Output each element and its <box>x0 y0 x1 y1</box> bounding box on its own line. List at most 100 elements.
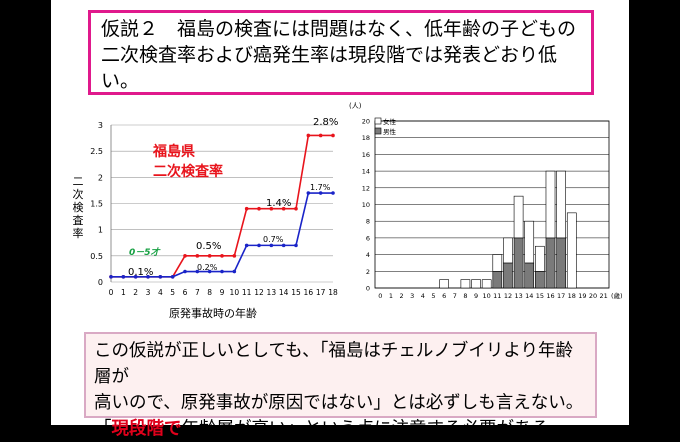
bar-chart-x-tick: 2 <box>400 292 404 300</box>
bar-female <box>460 279 471 289</box>
bar-male <box>503 262 513 289</box>
bar-male <box>492 271 503 289</box>
line-point <box>294 206 298 211</box>
bar-female <box>492 254 503 272</box>
note-line-1: この仮説が正しいとしても、「福島はチェルノブイリより年齢層が <box>94 341 573 387</box>
line-point <box>133 274 138 279</box>
line-chart-title-line2: 二次検査率 <box>153 163 223 180</box>
bar-chart-y-tick: 0 <box>366 285 370 293</box>
bar-chart-x-ticks: 0 1 2 3 4 5 6 7 8 9 10 11 12 13 14 15 16 17 18 19 20 21 (歳) <box>378 291 622 300</box>
line-point <box>257 206 261 211</box>
bar-female <box>471 279 481 289</box>
bar-female <box>545 170 556 239</box>
line-chart-x-ticks: 0 1 2 3 4 5 6 7 8 9 10 11 12 13 14 15 16 17 18 <box>109 288 338 297</box>
label-red-0-5: 0.5% <box>196 241 221 252</box>
line-chart-y-label-char: 二 <box>73 175 84 188</box>
line-chart-y-label-char: 検 <box>73 200 84 214</box>
bar-chart-x-tick: 18 <box>568 292 576 300</box>
label-red-2-8: 2.8% <box>313 117 338 128</box>
line-chart-x-tick: 16 <box>304 288 314 297</box>
bar-chart-y-ticks: 0 2 4 6 8 10 12 14 16 18 20 <box>362 118 370 293</box>
line-chart-title-line1: 福島県 <box>152 143 195 160</box>
label-red-1-4: 1.4% <box>266 198 291 209</box>
line-point <box>220 269 224 274</box>
line-chart-x-tick: 6 <box>183 288 188 297</box>
bar-chart-y-tick: 10 <box>362 201 370 209</box>
bar-female <box>535 245 545 272</box>
bar-female <box>439 279 449 289</box>
bar-female <box>481 279 492 289</box>
line-chart-series <box>109 133 335 279</box>
bar-chart-x-unit: (歳) <box>611 291 623 300</box>
line-point <box>183 254 187 258</box>
line-chart-y-tick: 1.5 <box>90 200 103 209</box>
line-chart-x-tick: 10 <box>230 288 240 297</box>
bar-chart-y-tick: 14 <box>362 168 370 176</box>
line-point <box>269 243 274 248</box>
bar-chart-x-tick: 10 <box>483 292 491 300</box>
line-chart-y-ticks: 0 0.5 1 1.5 2 2.5 3 <box>90 121 103 287</box>
note-line-2: 高いので、原発事故が原因ではない」とは必ずしも言えない。 <box>94 393 584 413</box>
bar-chart-x-tick: 4 <box>421 292 425 300</box>
line-chart-x-tick: 8 <box>207 288 212 297</box>
bar-female <box>524 220 535 264</box>
bar-chart-legend: 女性 男性 <box>374 117 397 136</box>
bar-chart-x-tick: 1 <box>389 292 393 300</box>
line-chart-x-tick: 4 <box>158 288 163 297</box>
line-chart-x-tick: 11 <box>242 288 252 297</box>
bar-chart-y-tick: 16 <box>362 151 370 159</box>
bar-chart-y-tick: 2 <box>366 268 370 276</box>
line-point <box>232 269 237 274</box>
bar-chart-x-tick: 12 <box>504 292 512 300</box>
hypothesis-text: 仮説２ 福島の検査には問題はなく、低年齢の子どもの二次検査率および癌発生率は現段… <box>101 18 577 92</box>
bar-male <box>513 237 524 289</box>
line-point <box>207 269 212 274</box>
bar-chart-y-tick: 8 <box>366 218 370 226</box>
bar-chart-y-unit: (人) <box>349 102 362 110</box>
line-chart-x-tick: 14 <box>279 288 289 297</box>
line-point <box>232 254 237 258</box>
bar-chart-x-tick: 8 <box>463 292 467 300</box>
line-point <box>220 254 224 258</box>
line-point <box>244 243 249 248</box>
line-point <box>158 274 163 279</box>
label-blue-0-2: 0.2% <box>197 263 218 272</box>
label-blue-0-7: 0.7% <box>263 235 284 244</box>
line-chart-y-tick: 0.5 <box>90 252 103 261</box>
caution-note-box: この仮説が正しいとしても、「福島はチェルノブイリより年齢層が 高いので、原発事故… <box>84 332 597 439</box>
bar-chart-y-tick: 18 <box>362 134 370 142</box>
bar-chart-x-tick: 19 <box>578 292 586 300</box>
bar-chart-x-tick: 13 <box>514 292 522 300</box>
line-point <box>183 269 187 274</box>
line-chart-x-tick: 18 <box>328 288 338 297</box>
bar-chart-x-tick: 11 <box>493 292 501 300</box>
note-line-3-rest: 年齢層が高い」という点に注意する必要がある。 <box>181 419 567 439</box>
line-chart-x-tick: 5 <box>170 288 175 297</box>
bar-chart-x-tick: 14 <box>525 292 533 300</box>
line-chart-x-tick: 1 <box>121 288 126 297</box>
line-chart-x-tick: 17 <box>316 288 326 297</box>
line-chart-x-tick: 13 <box>267 288 277 297</box>
line-point <box>195 254 200 258</box>
label-red-0-1: 0.1% <box>128 267 153 278</box>
label-blue-1-7: 1.7% <box>310 183 331 192</box>
bar-chart-y-tick: 6 <box>366 234 370 242</box>
bar-chart-y-tick: 12 <box>362 184 370 192</box>
line-chart-y-label-char: 率 <box>73 226 84 240</box>
line-chart-y-tick: 0 <box>98 278 103 287</box>
line-chart-x-tick: 2 <box>133 288 138 297</box>
bar-chart-x-tick: 20 <box>589 292 597 300</box>
bar-female <box>566 212 577 289</box>
line-chart-x-tick: 3 <box>146 288 151 297</box>
note-line-3-open: 「 <box>94 419 112 439</box>
line-point <box>257 243 261 248</box>
line-point <box>331 191 335 195</box>
bar-chart-x-tick: 15 <box>536 292 544 300</box>
line-point <box>281 206 286 211</box>
bar-male <box>556 237 566 289</box>
line-chart-y-label-char: 次 <box>73 187 84 201</box>
line-point <box>306 133 311 138</box>
line-point <box>109 274 113 279</box>
line-chart-x-tick: 9 <box>220 288 225 297</box>
line-chart-y-tick: 1 <box>98 226 103 235</box>
